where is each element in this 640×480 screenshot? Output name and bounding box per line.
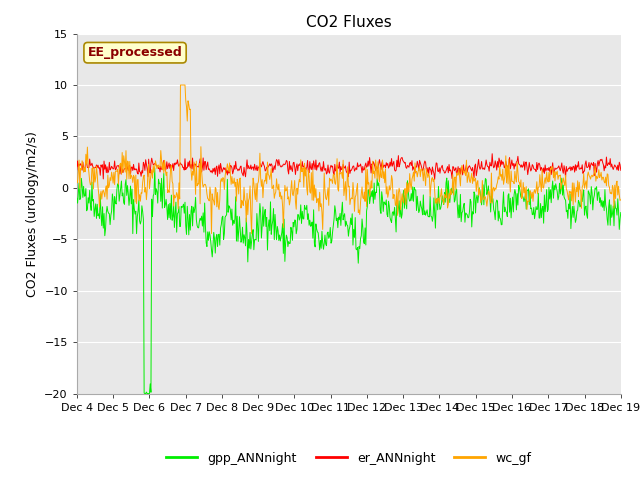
Text: EE_processed: EE_processed	[88, 46, 182, 59]
Legend: gpp_ANNnight, er_ANNnight, wc_gf: gpp_ANNnight, er_ANNnight, wc_gf	[161, 447, 536, 469]
Y-axis label: CO2 Fluxes (urology/m2/s): CO2 Fluxes (urology/m2/s)	[26, 131, 38, 297]
Title: CO2 Fluxes: CO2 Fluxes	[306, 15, 392, 30]
